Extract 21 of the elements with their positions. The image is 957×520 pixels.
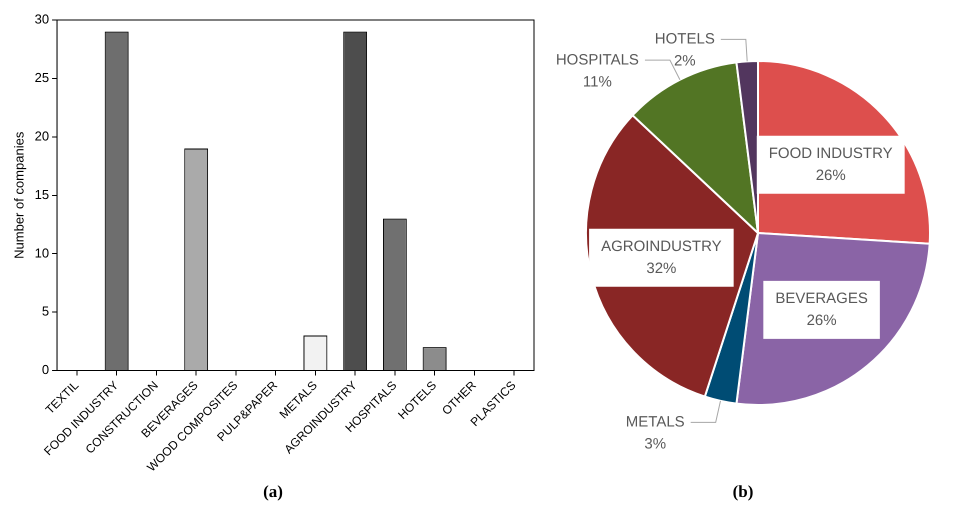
slice-label: BEVERAGES [775,290,868,308]
slice-label: HOSPITALS [556,51,639,68]
text: (b) [732,482,754,502]
slice-label: HOTELS [654,30,715,48]
y-tick-label: 15 [34,186,50,202]
y-tick-label: 30 [34,12,50,27]
slice-label: AGROINDUSTRY [601,238,722,255]
slice-label: FOOD INDUSTRY [768,144,893,162]
data-label: 32% [646,260,676,277]
y-tick-label: 20 [34,128,50,144]
y-tick-label: 10 [34,245,50,260]
data-label: 3% [644,435,666,452]
y-axis-title: Number of companies [11,131,26,259]
data-label: 2% [674,52,696,70]
data-label: 11% [582,73,612,90]
y-tick-label: 0 [42,362,50,378]
text: (a) [263,482,283,502]
data-label: 26% [816,166,846,184]
y-tick-label: 25 [34,70,50,86]
y-tick-label: 5 [42,304,50,319]
data-label: 26% [806,312,837,330]
